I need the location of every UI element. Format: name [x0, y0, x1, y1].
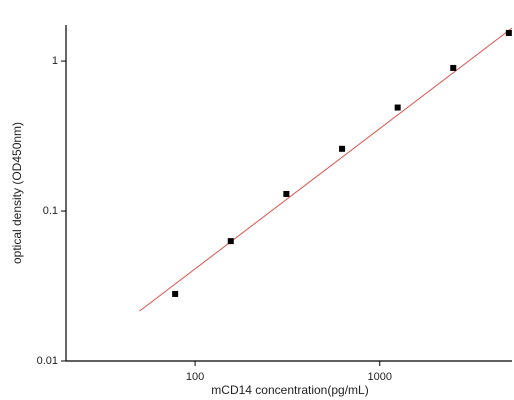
point: [283, 190, 290, 197]
x-tick-label: 100: [186, 371, 204, 383]
point: [172, 290, 179, 297]
y-tick-label: 0.01: [37, 355, 58, 367]
point: [450, 64, 457, 71]
x-tick-label: 1000: [368, 371, 392, 383]
y-tick-label: 0.1: [43, 205, 58, 217]
point: [227, 238, 234, 245]
y-tick-label: 1: [52, 55, 58, 67]
fit-line: [139, 27, 513, 312]
y-axis-title: optical density (OD450nm): [10, 122, 24, 264]
x-axis-title: mCD14 concentration(pg/mL): [211, 383, 368, 397]
point: [505, 29, 512, 36]
point: [394, 104, 401, 111]
point: [339, 145, 346, 152]
